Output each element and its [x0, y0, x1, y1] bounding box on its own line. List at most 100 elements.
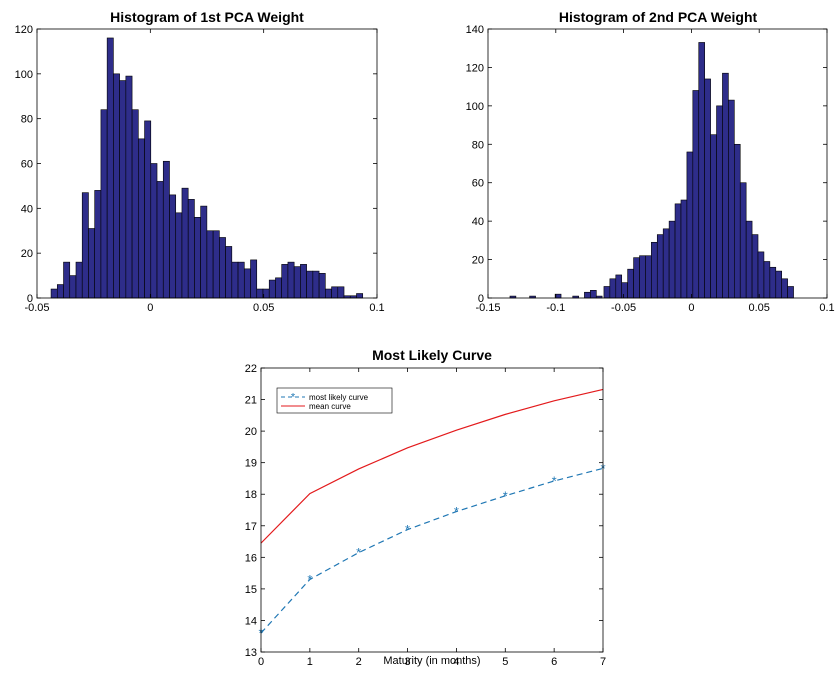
y-tick-label: 100: [15, 69, 33, 81]
y-tick-label: 80: [472, 139, 484, 151]
histogram-bar: [293, 266, 301, 299]
y-tick-label: 17: [245, 521, 257, 533]
y-tick-label: 140: [466, 24, 484, 36]
histogram-bar: [200, 205, 208, 299]
histogram-bar: [212, 230, 220, 299]
y-tick-label: 100: [466, 101, 484, 113]
x-tick-label: 1: [307, 656, 313, 668]
histogram-bar: [268, 279, 276, 299]
data-point-asterisk-icon: *: [503, 488, 508, 503]
histogram-bar: [144, 120, 152, 299]
histogram-bar: [710, 134, 717, 299]
histogram-bar: [603, 286, 611, 299]
legend-asterisk-icon: *: [291, 392, 296, 404]
histogram-bar: [169, 194, 177, 299]
chart2-axes-frame: [487, 28, 828, 299]
histogram-bar: [739, 182, 747, 299]
data-point-asterisk-icon: *: [454, 504, 459, 519]
histogram-bar: [584, 291, 591, 299]
y-tick-label: 80: [21, 114, 33, 126]
histogram-bar: [692, 90, 700, 299]
y-tick-label: 0: [478, 293, 484, 305]
series-line-most-likely: [260, 467, 604, 634]
histogram-chart-2: Histogram of 2nd PCA Weight -0.15 -0.1 -0.…: [466, 9, 835, 314]
histogram-bar: [306, 270, 314, 299]
histogram-bar: [722, 72, 729, 299]
legend-label-most-likely: most likely curve: [309, 393, 369, 402]
histogram-bar: [237, 261, 245, 299]
y-tick-label: 20: [245, 426, 257, 438]
y-tick-label: 60: [21, 159, 33, 171]
histogram-bar: [318, 273, 326, 299]
histogram-bar: [281, 264, 289, 299]
histogram-bar: [181, 187, 189, 299]
data-point-asterisk-icon: *: [405, 522, 410, 537]
histogram-bar: [206, 230, 214, 299]
y-tick-label: 60: [472, 178, 484, 190]
histogram-bar: [645, 255, 652, 299]
x-tick-label: 6: [551, 656, 557, 668]
histogram-bar: [138, 138, 145, 299]
x-tick-label: 5: [502, 656, 508, 668]
chart3-ticks: 0 1 2 3 4 5 6 7 13 14 15 16 17 18 19 20 21 22: [245, 363, 606, 668]
line-chart-3: Most Likely Curve ******** 0 1 2 3 4 5 6 713141…: [245, 347, 606, 668]
y-tick-label: 14: [245, 615, 257, 627]
x-tick-label: 7: [600, 656, 606, 668]
x-tick-label: -0.05: [611, 302, 636, 314]
x-tick-label: 4: [453, 656, 459, 668]
x-tick-label: 0: [147, 302, 153, 314]
x-tick-label: 0.05: [748, 302, 769, 314]
histogram-bar: [312, 270, 320, 299]
histogram-bar: [300, 264, 307, 299]
histogram-bar: [256, 288, 264, 299]
histogram-bar: [113, 73, 120, 299]
histogram-bar: [651, 241, 658, 299]
series-line-mean: [260, 388, 604, 544]
histogram-bar: [88, 228, 95, 299]
histogram-bar: [769, 266, 777, 299]
x-tick-label: 0: [258, 656, 264, 668]
histogram-bar: [716, 105, 723, 299]
legend-label-mean: mean curve: [309, 402, 351, 411]
histogram-bar: [119, 80, 127, 299]
histogram-bar: [75, 261, 83, 299]
histogram-bar: [668, 220, 676, 299]
histogram-bar: [162, 160, 170, 299]
histogram-bar: [325, 288, 332, 299]
histogram-bar: [243, 268, 251, 299]
histogram-bar: [627, 268, 634, 299]
histogram-bar: [704, 78, 711, 299]
histogram-bar: [106, 37, 114, 299]
histogram-bar: [69, 275, 77, 299]
histogram-bar: [662, 228, 670, 299]
histogram-bar: [219, 237, 226, 299]
histogram-bar: [175, 212, 183, 299]
histogram-bar: [287, 261, 295, 299]
chart3-axes-frame: [260, 367, 604, 653]
histogram-bar: [734, 143, 741, 299]
y-tick-label: 40: [21, 203, 33, 215]
histogram-bar: [275, 277, 282, 299]
x-tick-label: 0.05: [253, 302, 274, 314]
chart2-title: Histogram of 2nd PCA Weight: [559, 9, 758, 25]
histogram-bar: [194, 217, 201, 299]
histogram-bar: [609, 278, 617, 299]
histogram-bar: [150, 163, 158, 299]
x-tick-label: 2: [356, 656, 362, 668]
chart2-bars: [509, 42, 794, 299]
x-tick-label: 3: [405, 656, 411, 668]
histogram-bar: [94, 190, 102, 299]
histogram-bar: [728, 99, 735, 299]
histogram-bar: [787, 286, 794, 299]
data-point-asterisk-icon: *: [307, 572, 312, 587]
y-tick-label: 21: [245, 395, 257, 407]
histogram-bar: [50, 288, 58, 299]
y-tick-label: 20: [472, 255, 484, 267]
histogram-chart-1: Histogram of 1st PCA Weight -0.05 0 0.05 0.…: [15, 9, 385, 314]
histogram-bar: [100, 109, 108, 299]
histogram-bar: [639, 255, 646, 299]
histogram-bar: [590, 290, 597, 299]
x-tick-label: -0.15: [475, 302, 500, 314]
